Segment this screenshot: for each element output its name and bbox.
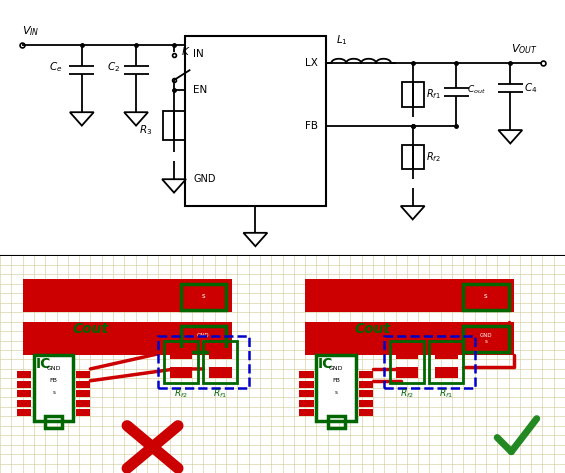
Bar [17, 371, 31, 378]
Bar [328, 416, 345, 428]
Text: $V_{IN}$: $V_{IN}$ [22, 25, 40, 38]
Bar [396, 348, 418, 359]
Text: FB: FB [50, 378, 58, 383]
Bar [76, 381, 90, 388]
Text: IC: IC [35, 357, 51, 371]
Bar [17, 390, 31, 397]
Bar [463, 284, 508, 310]
Text: $R_{f1}$: $R_{f1}$ [426, 88, 441, 101]
Text: $R_{f1}$: $R_{f1}$ [440, 388, 453, 400]
Text: $C_{out}$: $C_{out}$ [467, 84, 486, 96]
Text: $R_3$: $R_3$ [139, 123, 153, 137]
Bar [299, 381, 314, 388]
Bar [359, 400, 373, 407]
Bar [402, 145, 424, 169]
Bar [390, 341, 424, 383]
Bar [170, 367, 192, 378]
Bar [76, 409, 90, 416]
Text: $R_{f2}$: $R_{f2}$ [426, 150, 441, 164]
Bar [305, 322, 514, 355]
Bar [34, 355, 73, 421]
Text: s: s [202, 293, 205, 298]
Bar [181, 284, 226, 310]
Bar [209, 348, 232, 359]
Bar [17, 409, 31, 416]
Bar [170, 348, 192, 359]
Text: IN: IN [193, 49, 204, 59]
Text: $L_1$: $L_1$ [336, 34, 348, 47]
Bar [384, 336, 475, 388]
Text: s: s [52, 390, 55, 395]
Bar [76, 390, 90, 397]
Bar [402, 82, 424, 106]
Bar [463, 326, 508, 352]
Bar [435, 367, 458, 378]
Bar [359, 381, 373, 388]
Bar [209, 367, 232, 378]
Text: FB: FB [305, 121, 318, 131]
Bar [299, 390, 314, 397]
Text: GND: GND [46, 367, 61, 371]
Bar [359, 371, 373, 378]
Text: Cout: Cout [72, 322, 108, 336]
Bar [17, 381, 31, 388]
Text: LX: LX [305, 58, 318, 68]
Bar [45, 416, 62, 428]
Bar [203, 341, 237, 383]
Bar [316, 355, 356, 421]
Bar [359, 409, 373, 416]
Text: $R_{f1}$: $R_{f1}$ [214, 388, 227, 400]
Text: $C_4$: $C_4$ [524, 81, 537, 95]
Text: $C_e$: $C_e$ [50, 61, 63, 74]
Bar [163, 111, 185, 140]
Text: GND: GND [329, 367, 344, 371]
Bar [299, 400, 314, 407]
Bar [17, 400, 31, 407]
Bar [396, 367, 418, 378]
Bar [299, 371, 314, 378]
Text: $R_{f2}$: $R_{f2}$ [400, 388, 414, 400]
Text: EN: EN [193, 85, 207, 95]
Bar [429, 341, 463, 383]
Bar [305, 279, 514, 312]
Bar [76, 400, 90, 407]
Bar [181, 326, 226, 352]
Text: GND: GND [193, 174, 215, 184]
Bar [158, 336, 249, 388]
Text: GND
s: GND s [480, 333, 492, 343]
Text: GND
s: GND s [197, 333, 210, 343]
Text: $C_2$: $C_2$ [107, 61, 120, 74]
Bar [23, 279, 232, 312]
Bar [359, 390, 373, 397]
Text: FB: FB [332, 378, 340, 383]
Text: K: K [182, 47, 189, 57]
Text: s: s [484, 293, 488, 298]
Bar [435, 348, 458, 359]
Bar [164, 341, 198, 383]
Text: IC: IC [318, 357, 333, 371]
Bar [76, 371, 90, 378]
Bar [299, 409, 314, 416]
Bar [23, 322, 232, 355]
Text: Cout: Cout [355, 322, 391, 336]
Text: $V_{OUT}$: $V_{OUT}$ [511, 43, 537, 56]
Text: s: s [334, 390, 338, 395]
Text: $R_{f2}$: $R_{f2}$ [174, 388, 188, 400]
Bar [185, 36, 326, 206]
